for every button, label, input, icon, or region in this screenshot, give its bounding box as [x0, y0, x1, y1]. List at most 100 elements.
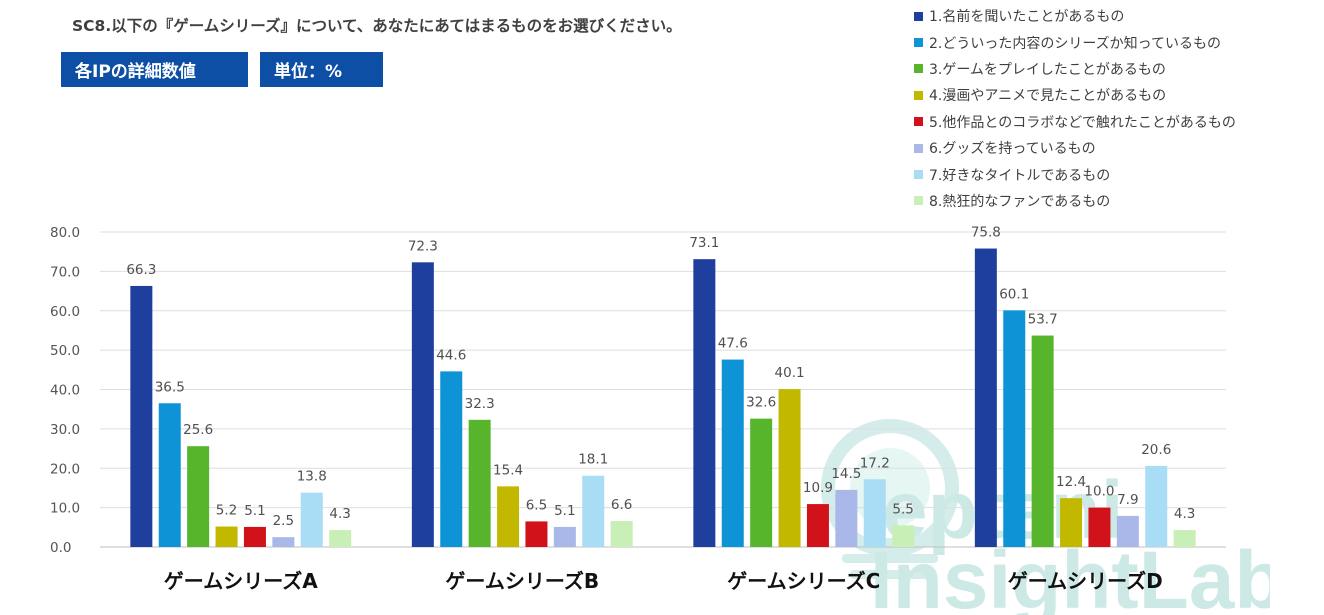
legend-label: 5.他作品とのコラボなどで触れたことがあるもの — [929, 114, 1236, 131]
legend-item-8: 8.熱狂的なファンであるもの — [914, 188, 1236, 214]
legend-item-4: 4.漫画やアニメで見たことがあるもの — [914, 82, 1236, 108]
data-label: 40.1 — [775, 365, 805, 381]
y-tick-label: 50.0 — [50, 343, 80, 359]
legend-item-7: 7.好きなタイトルであるもの — [914, 161, 1236, 187]
legend-swatch — [914, 143, 923, 153]
data-label: 36.5 — [155, 379, 185, 395]
legend-swatch — [914, 117, 923, 127]
legend-label: 6.グッズを持っているもの — [929, 141, 1096, 158]
bar — [806, 504, 829, 547]
data-label: 20.6 — [1141, 442, 1171, 458]
data-label: 15.4 — [493, 462, 523, 478]
y-tick-label: 80.0 — [50, 225, 80, 241]
data-label: 32.6 — [746, 395, 776, 411]
data-label: 5.1 — [244, 503, 265, 519]
bar — [411, 262, 434, 547]
y-tick-label: 10.0 — [50, 501, 80, 517]
bar — [497, 486, 520, 547]
data-label: 18.1 — [578, 452, 608, 468]
bar — [974, 248, 997, 547]
legend-swatch — [914, 11, 923, 21]
bar — [778, 389, 801, 547]
legend-swatch — [914, 170, 923, 180]
data-label: 66.3 — [126, 262, 156, 278]
ip-detail-badge: 各IPの詳細数値 — [61, 52, 248, 87]
bar — [468, 419, 491, 547]
legend-item-1: 1.名前を聞いたことがあるもの — [914, 3, 1236, 29]
bar — [693, 259, 716, 547]
bar — [863, 479, 886, 547]
legend-item-2: 2.どういった内容のシリーズか知っているもの — [914, 29, 1236, 55]
data-label: 72.3 — [408, 238, 438, 254]
y-tick-label: 70.0 — [50, 264, 80, 280]
bar — [525, 521, 548, 547]
bar — [329, 530, 352, 547]
bar — [187, 446, 210, 547]
bar — [1173, 530, 1196, 547]
bar — [130, 285, 153, 547]
legend-swatch — [914, 196, 923, 206]
legend-item-3: 3.ゲームをプレイしたことがあるもの — [914, 56, 1236, 82]
data-label: 2.5 — [273, 513, 294, 529]
bar — [1116, 515, 1139, 547]
data-label: 4.3 — [1174, 506, 1195, 522]
bar — [582, 475, 605, 547]
data-label: 14.5 — [831, 466, 861, 482]
legend-swatch — [914, 90, 923, 100]
legend-item-6: 6.グッズを持っているもの — [914, 135, 1236, 161]
bar — [1031, 335, 1054, 547]
bar — [721, 359, 744, 547]
data-label: 13.8 — [297, 469, 327, 485]
legend-item-5: 5.他作品とのコラボなどで触れたことがあるもの — [914, 109, 1236, 135]
bar — [243, 526, 266, 547]
legend-label: 4.漫画やアニメで見たことがあるもの — [929, 88, 1167, 105]
data-label: 6.6 — [611, 497, 632, 513]
legend-swatch — [914, 64, 923, 74]
data-label: 6.5 — [526, 497, 547, 513]
bar — [835, 489, 858, 547]
bar — [215, 526, 238, 547]
data-label: 4.3 — [329, 506, 350, 522]
legend-label: 7.好きなタイトルであるもの — [929, 167, 1111, 184]
legend-label: 3.ゲームをプレイしたことがあるもの — [929, 61, 1166, 78]
data-label: 53.7 — [1028, 312, 1058, 328]
question-title: SC8.以下の『ゲームシリーズ』について、あなたにあてはまるものをお選びください… — [72, 17, 682, 35]
category-label: ゲームシリーズA — [164, 569, 318, 593]
data-label: 7.9 — [1117, 492, 1138, 508]
bar — [1003, 310, 1026, 547]
data-label: 44.6 — [436, 347, 466, 363]
legend-label: 8.熱狂的なファンであるもの — [929, 193, 1111, 210]
chart-legend: 1.名前を聞いたことがあるもの 2.どういった内容のシリーズか知っているもの 3.ゲ… — [914, 3, 1236, 214]
legend-label: 2.どういった内容のシリーズか知っているもの — [929, 35, 1221, 52]
bar — [553, 526, 576, 547]
y-tick-label: 0.0 — [50, 540, 71, 556]
category-label: ゲームシリーズD — [1008, 569, 1163, 593]
category-label: ゲームシリーズB — [445, 569, 599, 593]
data-label: 10.0 — [1084, 484, 1114, 500]
bar — [272, 537, 295, 547]
y-tick-label: 30.0 — [50, 422, 80, 438]
legend-swatch — [914, 38, 923, 48]
data-label: 5.1 — [554, 503, 575, 519]
bar — [158, 403, 181, 547]
unit-badge: 単位：% — [260, 52, 383, 87]
bar — [892, 525, 915, 547]
bar — [1145, 465, 1168, 547]
bar — [300, 492, 323, 547]
bar — [1060, 498, 1083, 547]
data-label: 17.2 — [860, 455, 890, 471]
y-tick-label: 20.0 — [50, 461, 80, 477]
bar — [1088, 507, 1111, 547]
data-label: 73.1 — [689, 235, 719, 251]
data-label: 60.1 — [999, 286, 1029, 302]
bar — [750, 418, 773, 547]
data-label: 5.5 — [892, 501, 913, 517]
y-tick-label: 60.0 — [50, 304, 80, 320]
data-label: 25.6 — [183, 422, 213, 438]
bar — [610, 521, 633, 547]
bar — [440, 371, 463, 547]
data-label: 12.4 — [1056, 474, 1086, 490]
data-label: 5.2 — [216, 503, 237, 519]
data-label: 10.9 — [803, 480, 833, 496]
